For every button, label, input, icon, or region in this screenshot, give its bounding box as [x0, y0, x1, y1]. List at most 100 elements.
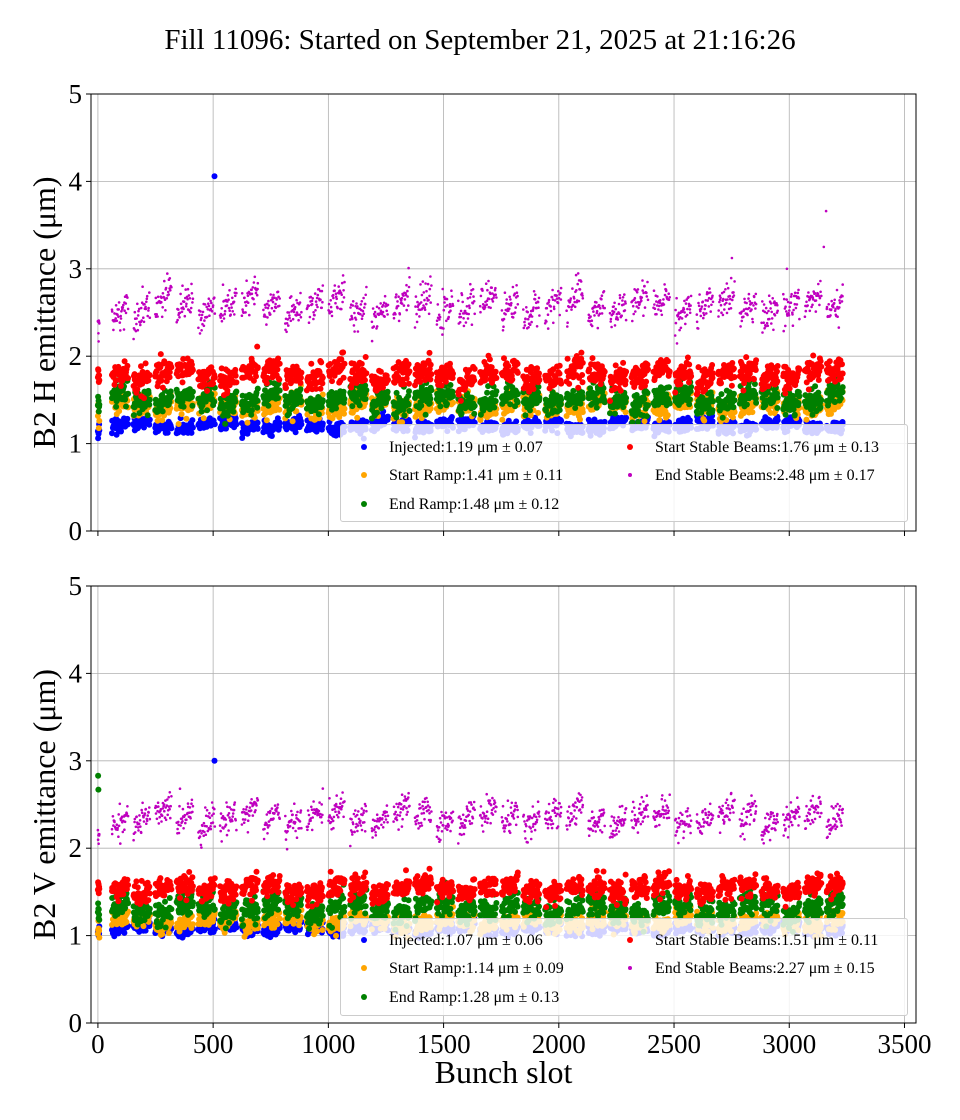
- point-end_ramp: [812, 383, 819, 390]
- point-end_stable: [114, 304, 118, 307]
- point-start_stable: [210, 380, 217, 387]
- point-end_ramp: [378, 405, 385, 412]
- point-start_stable: [710, 370, 716, 377]
- point-start_ramp: [175, 421, 182, 427]
- point-injected: [109, 430, 115, 437]
- point-start_stable: [774, 368, 780, 375]
- point-end_stable: [133, 310, 137, 314]
- point-end_stable: [123, 309, 126, 313]
- point-start_ramp: [622, 409, 629, 416]
- point-end_ramp: [422, 411, 429, 418]
- point-end_ramp: [577, 400, 584, 407]
- point-start_stable: [329, 378, 335, 385]
- point-start_stable: [536, 370, 542, 377]
- point-end_ramp: [730, 404, 737, 411]
- point-start_stable: [450, 370, 456, 377]
- point-start_stable: [204, 387, 211, 394]
- point-end_ramp: [180, 403, 187, 410]
- point-start_stable: [406, 380, 412, 387]
- point-start_stable: [141, 395, 147, 402]
- point-end_ramp: [96, 401, 103, 408]
- point-start_stable: [486, 356, 493, 363]
- point-start_stable: [189, 367, 196, 374]
- point-end_ramp: [645, 402, 651, 409]
- point-start_ramp: [154, 417, 161, 424]
- point-start_stable: [274, 366, 281, 373]
- point-start_stable: [232, 366, 239, 373]
- point-end_ramp: [593, 404, 600, 411]
- point-end_ramp: [189, 402, 196, 409]
- point-start_stable: [805, 386, 812, 393]
- point-end_ramp: [428, 387, 435, 394]
- point-end_ramp: [418, 402, 425, 409]
- point-end_ramp: [708, 392, 715, 399]
- point-start_stable: [566, 380, 573, 387]
- point-start_stable: [817, 358, 824, 365]
- point-start_stable: [731, 374, 738, 380]
- point-end_stable: [112, 328, 115, 332]
- point-injected: [189, 424, 196, 431]
- point-end_ramp: [753, 399, 760, 406]
- point-start_stable: [426, 349, 433, 356]
- point-end_stable: [117, 301, 121, 304]
- point-start_ramp: [499, 416, 506, 423]
- point-end_ramp: [385, 394, 391, 401]
- point-start_ramp: [276, 406, 283, 413]
- point-end_ramp: [643, 413, 650, 420]
- point-end_stable: [136, 302, 139, 306]
- point-end_stable: [135, 317, 138, 320]
- point-injected: [276, 419, 283, 426]
- point-injected: [223, 425, 229, 432]
- point-end_ramp: [710, 398, 716, 405]
- point-start_stable: [556, 370, 563, 377]
- point-start_stable: [253, 373, 259, 380]
- point-start_stable: [530, 386, 537, 392]
- point-start_stable: [665, 358, 671, 365]
- outlier-point-injected: [211, 173, 218, 180]
- point-end_ramp: [817, 404, 824, 411]
- point-end_ramp: [471, 410, 478, 417]
- point-start_stable: [774, 378, 781, 385]
- point-start_ramp: [96, 417, 103, 424]
- point-end_ramp: [491, 404, 498, 411]
- point-start_ramp: [535, 409, 542, 416]
- point-start_stable: [427, 376, 434, 383]
- data-points: [94, 173, 846, 442]
- point-end_ramp: [791, 411, 798, 418]
- point-end_ramp: [743, 401, 750, 408]
- point-end_stable: [119, 317, 123, 320]
- point-injected: [254, 419, 261, 426]
- point-start_ramp: [354, 414, 361, 421]
- point-injected: [168, 425, 175, 432]
- point-start_stable: [400, 381, 407, 388]
- series-end_stable: [96, 209, 844, 345]
- point-start_stable: [283, 385, 289, 391]
- point-end_stable: [110, 310, 114, 313]
- point-end_ramp: [484, 389, 491, 396]
- point-start_stable: [254, 364, 261, 371]
- point-end_ramp: [774, 405, 781, 411]
- point-start_stable: [341, 360, 348, 367]
- point-end_stable: [98, 322, 101, 325]
- point-injected: [254, 425, 261, 432]
- point-end_ramp: [468, 394, 475, 401]
- point-end_ramp: [254, 404, 261, 411]
- point-start_stable: [124, 362, 131, 369]
- point-end_ramp: [558, 396, 565, 403]
- point-start_stable: [385, 376, 391, 383]
- point-start_stable: [774, 363, 781, 369]
- point-start_stable: [558, 380, 565, 387]
- point-end_stable: [124, 311, 128, 315]
- point-injected: [125, 421, 132, 428]
- point-end_ramp: [406, 388, 412, 395]
- point-end_ramp: [145, 390, 152, 397]
- point-start_stable: [211, 374, 218, 381]
- point-start_stable: [493, 375, 500, 381]
- point-start_stable: [564, 355, 571, 362]
- point-start_stable: [224, 387, 231, 394]
- point-start_stable: [318, 359, 325, 366]
- point-end_ramp: [536, 394, 543, 401]
- point-end_ramp: [570, 387, 577, 394]
- point-end_ramp: [363, 387, 370, 394]
- figure-title: Fill 11096: Started on September 21, 202…: [164, 24, 796, 56]
